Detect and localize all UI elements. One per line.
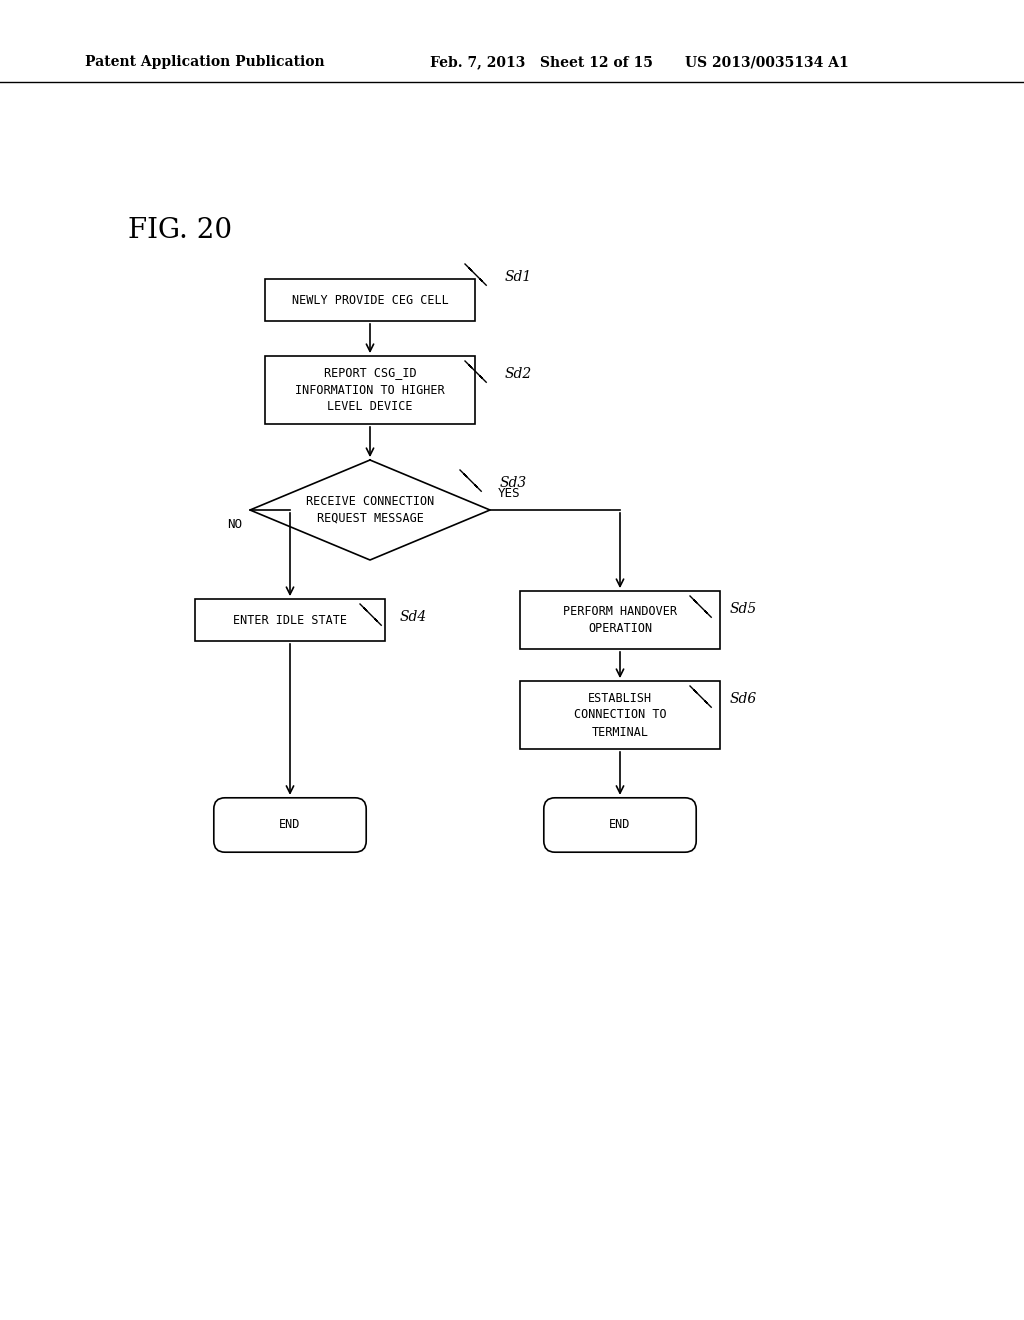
- Text: Sd3: Sd3: [500, 477, 526, 490]
- Text: YES: YES: [498, 487, 520, 500]
- FancyBboxPatch shape: [544, 797, 696, 853]
- Text: Sd1: Sd1: [504, 271, 531, 284]
- Text: PERFORM HANDOVER
OPERATION: PERFORM HANDOVER OPERATION: [563, 605, 677, 635]
- Text: US 2013/0035134 A1: US 2013/0035134 A1: [685, 55, 849, 69]
- Text: Feb. 7, 2013   Sheet 12 of 15: Feb. 7, 2013 Sheet 12 of 15: [430, 55, 653, 69]
- FancyBboxPatch shape: [520, 591, 720, 649]
- Text: NEWLY PROVIDE CEG CELL: NEWLY PROVIDE CEG CELL: [292, 293, 449, 306]
- Text: ESTABLISH
CONNECTION TO
TERMINAL: ESTABLISH CONNECTION TO TERMINAL: [573, 692, 667, 738]
- Text: ENTER IDLE STATE: ENTER IDLE STATE: [233, 614, 347, 627]
- FancyBboxPatch shape: [265, 356, 475, 424]
- FancyBboxPatch shape: [195, 599, 385, 642]
- Text: Patent Application Publication: Patent Application Publication: [85, 55, 325, 69]
- Text: Sd5: Sd5: [729, 602, 757, 616]
- Text: END: END: [609, 818, 631, 832]
- Text: Sd6: Sd6: [729, 692, 757, 706]
- Text: FIG. 20: FIG. 20: [128, 216, 232, 243]
- Text: Sd4: Sd4: [399, 610, 426, 624]
- FancyBboxPatch shape: [214, 797, 367, 853]
- Text: NO: NO: [227, 517, 242, 531]
- Text: RECEIVE CONNECTION
REQUEST MESSAGE: RECEIVE CONNECTION REQUEST MESSAGE: [306, 495, 434, 525]
- FancyBboxPatch shape: [265, 279, 475, 321]
- Text: Sd2: Sd2: [504, 367, 531, 381]
- Text: END: END: [280, 818, 301, 832]
- FancyBboxPatch shape: [520, 681, 720, 748]
- Text: REPORT CSG_ID
INFORMATION TO HIGHER
LEVEL DEVICE: REPORT CSG_ID INFORMATION TO HIGHER LEVE…: [295, 367, 444, 413]
